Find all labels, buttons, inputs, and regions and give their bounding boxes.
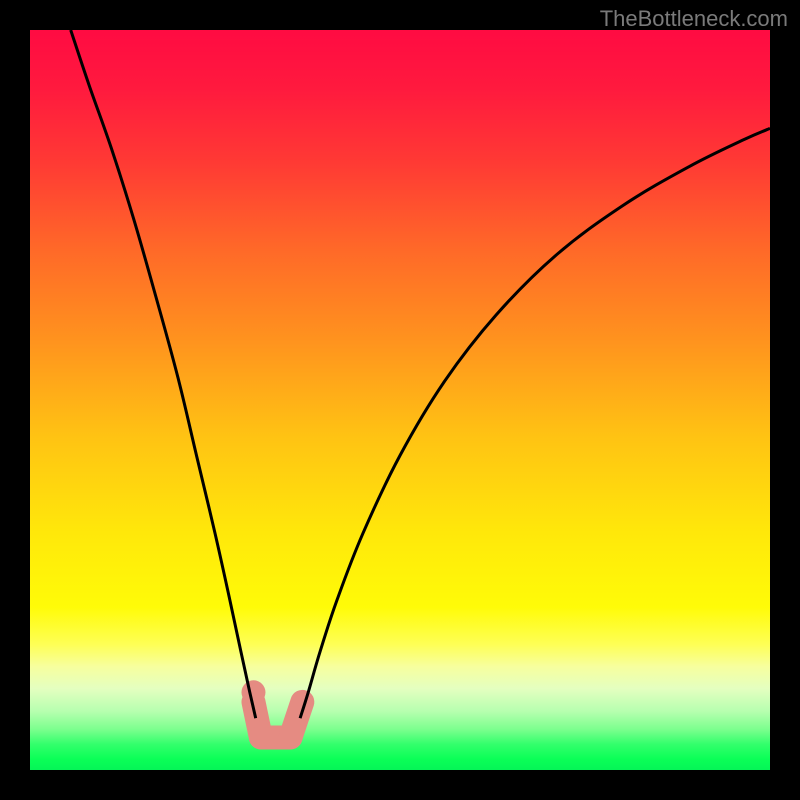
chart-container: TheBottleneck.com [0,0,800,800]
curve-right-branch [300,128,770,718]
curve-left-branch [71,30,256,718]
curve-highlight [241,680,302,737]
bottleneck-curve [30,30,770,770]
plot-area [30,30,770,770]
watermark-text: TheBottleneck.com [600,6,788,32]
